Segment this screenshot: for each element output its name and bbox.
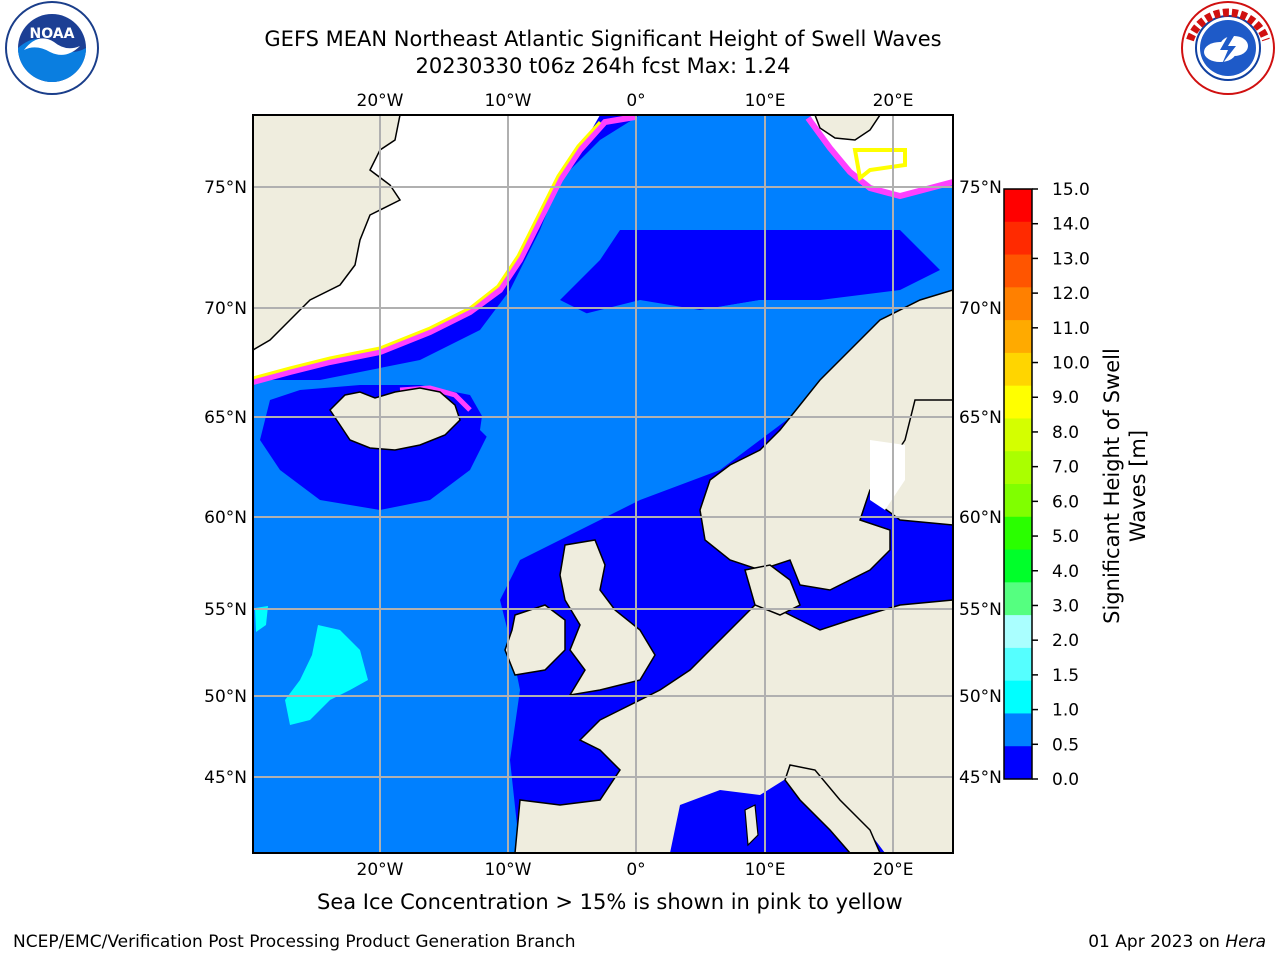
noaa-logo-icon: NOAA — [5, 1, 99, 95]
colorbar-tick-label: 12.0 — [1052, 284, 1090, 304]
lat-label: 50°N — [959, 687, 1002, 707]
colorbar-segment — [1004, 484, 1032, 518]
land-greenland — [253, 115, 402, 351]
sea-region-swell-cyan — [255, 606, 368, 725]
noaa-logo-text: NOAA — [30, 26, 75, 42]
colorbar-segment — [1004, 385, 1032, 419]
colorbar-frame — [1003, 188, 1033, 780]
lon-label: 0° — [626, 860, 645, 880]
land-continental-europe — [514, 599, 953, 853]
colorbar-tick-label: 1.0 — [1052, 701, 1079, 721]
lon-label: 0° — [626, 91, 645, 111]
map-subtitle: 20230330 t06z 264h fcst Max: 1.24 — [415, 54, 791, 78]
lon-label: 20°E — [873, 91, 914, 111]
footer-date-text: 01 Apr 2023 on — [1088, 932, 1226, 952]
footer-host: Hera — [1225, 932, 1266, 952]
colorbar-tick-label: 4.0 — [1052, 562, 1079, 582]
colorbar-tick-label: 3.0 — [1052, 596, 1079, 616]
colorbar-tick-label: 9.0 — [1052, 388, 1079, 408]
lat-label: 75°N — [959, 178, 1002, 198]
colorbar-label-text: Significant Height of Swell Waves [m] — [1100, 348, 1150, 624]
lat-label: 70°N — [204, 299, 247, 319]
colorbar-segment — [1004, 713, 1032, 747]
lat-label: 75°N — [204, 178, 247, 198]
colorbar-segment — [1004, 615, 1032, 649]
sea-ice-edge-greenland-yellow — [253, 120, 602, 380]
lon-label: 10°W — [485, 91, 532, 111]
colorbar-segment — [1004, 287, 1032, 321]
colorbar-tick-label: 7.0 — [1052, 458, 1079, 478]
colorbar: 15.0 14.0 13.0 12.0 11.0 10.0 9.0 8.0 7.0 6.0 5.0 4… — [1003, 180, 1090, 790]
colorbar-tick-label: 14.0 — [1052, 215, 1090, 235]
colorbar-segment — [1004, 418, 1032, 452]
lon-label: 20°W — [357, 91, 404, 111]
sea-ice-edge-greenland — [253, 115, 636, 385]
colorbar-segment — [1004, 352, 1032, 387]
lat-label: 50°N — [204, 687, 247, 707]
lon-label: 20°W — [357, 860, 404, 880]
footer-date: 01 Apr 2023 on Hera — [1088, 932, 1266, 952]
colorbar-tick-label: 2.0 — [1052, 631, 1079, 651]
lat-label: 60°N — [204, 508, 247, 528]
colorbar-tick-label: 10.0 — [1052, 354, 1090, 374]
graticule — [253, 115, 953, 853]
colorbar-tick-label: 8.0 — [1052, 423, 1079, 443]
land-denmark — [744, 564, 801, 616]
land-corsica-sardinia — [744, 804, 759, 847]
lat-label: 65°N — [204, 408, 247, 428]
lon-labels-bottom: 20°W 10°W 0° 10°E 20°E — [357, 860, 914, 880]
lat-label: 55°N — [959, 600, 1002, 620]
sea-region-moderate-band — [480, 300, 780, 480]
colorbar-segment — [1004, 746, 1032, 780]
colorbar-segment — [1004, 189, 1032, 223]
lon-label: 10°E — [745, 91, 786, 111]
land-iceland — [329, 387, 461, 451]
land-great-britain — [559, 539, 656, 697]
map-title: GEFS MEAN Northeast Atlantic Significant… — [264, 27, 942, 51]
colorbar-segment — [1004, 451, 1032, 485]
lon-labels-top: 20°W 10°W 0° 10°E 20°E — [357, 91, 914, 111]
colorbar-segment — [1004, 549, 1032, 583]
colorbar-tick-label: 0.0 — [1052, 770, 1079, 790]
lat-label: 70°N — [959, 299, 1002, 319]
lake-region-white — [870, 440, 905, 510]
lon-label: 20°E — [873, 860, 914, 880]
colorbar-segment — [1004, 254, 1032, 288]
footer-credit: NCEP/EMC/Verification Post Processing Pr… — [13, 932, 576, 952]
lon-label: 10°E — [745, 860, 786, 880]
colorbar-tick-label: 0.5 — [1052, 735, 1079, 755]
colorbar-segment — [1004, 516, 1032, 551]
colorbar-segment — [1004, 320, 1032, 354]
lat-labels-right: 75°N 70°N 65°N 60°N 55°N 50°N 45°N — [959, 178, 1002, 788]
lat-label: 45°N — [959, 768, 1002, 788]
colorbar-segment — [1004, 680, 1032, 714]
lat-labels-left: 75°N 70°N 65°N 60°N 55°N 50°N 45°N — [204, 178, 247, 788]
colorbar-tick-label: 13.0 — [1052, 249, 1090, 269]
sea-ice-caption: Sea Ice Concentration > 15% is shown in … — [317, 890, 903, 914]
colorbar-segment — [1004, 647, 1032, 682]
lat-label: 65°N — [959, 408, 1002, 428]
colorbar-segment — [1004, 582, 1032, 616]
lat-label: 60°N — [959, 508, 1002, 528]
lat-label: 45°N — [204, 768, 247, 788]
map-frame — [252, 114, 954, 854]
colorbar-segment — [1004, 221, 1032, 256]
nws-logo-icon — [1181, 1, 1275, 95]
land-svalbard — [814, 115, 881, 141]
colorbar-tick-label: 15.0 — [1052, 180, 1090, 200]
lat-label: 55°N — [204, 600, 247, 620]
colorbar-tick-label: 5.0 — [1052, 527, 1079, 547]
colorbar-tick-label: 6.0 — [1052, 492, 1079, 512]
sea-ice-edge-svalbard-yellow — [852, 148, 907, 182]
lon-label: 10°W — [485, 860, 532, 880]
colorbar-tick-label: 11.0 — [1052, 319, 1090, 339]
colorbar-tick-label: 1.5 — [1052, 666, 1079, 686]
land-italy — [784, 764, 881, 853]
